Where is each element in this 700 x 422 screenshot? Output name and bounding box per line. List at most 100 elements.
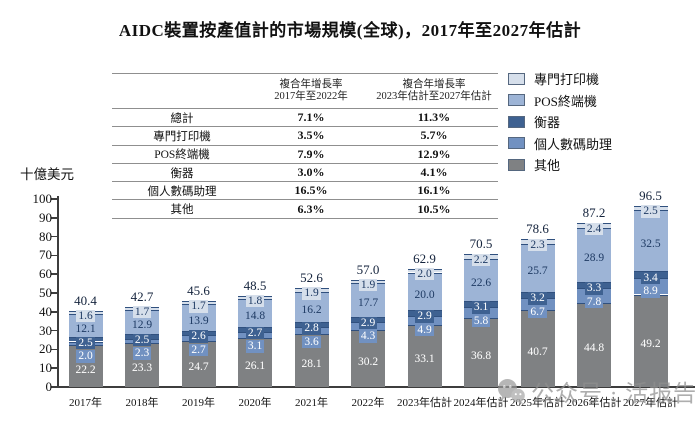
y-tick (51, 217, 57, 219)
cagr-table-row: 個人數碼助理 16.5% 16.1% (112, 182, 498, 201)
bar-segment (407, 272, 442, 311)
legend-item: 個人數碼助理 (508, 136, 613, 152)
cagr-table-row: 其他 6.3% 10.5% (112, 200, 498, 219)
bar-segment (633, 271, 668, 278)
y-tick (51, 311, 57, 313)
bar-segment (68, 336, 103, 342)
bar-segment (294, 291, 329, 323)
bar-segment (68, 345, 103, 387)
bar-segment (181, 304, 216, 331)
cagr-table-header: 複合年增長率 2017年至2022年 複合年增長率 2023年估計至2027年估… (112, 73, 498, 109)
y-axis-line (57, 196, 59, 387)
bar-segment (125, 306, 159, 310)
cagr-value-period1: 7.1% (297, 110, 325, 125)
y-tick-label: 40 (39, 303, 52, 319)
cagr-header-period1: 複合年增長率 2017年至2022年 (274, 79, 348, 102)
bar-segment (520, 243, 555, 292)
bar-segment (464, 254, 498, 259)
legend-swatch (508, 158, 525, 171)
x-axis-label: 2022年 (351, 397, 385, 409)
cagr-row-label: 個人數碼助理 (147, 185, 217, 198)
bar-total-label: 62.9 (413, 250, 436, 266)
x-axis-label: 2027年估計 (623, 397, 678, 409)
bar-segment (351, 283, 385, 317)
cagr-row-label: 專門打印機 (153, 130, 211, 143)
bar-segment (407, 310, 442, 316)
chart-legend: 專門打印機 POS終端機 衡器個人數碼助理 其他 (508, 72, 613, 173)
legend-item: 其他 (508, 158, 612, 173)
y-tick-label: 60 (39, 266, 52, 282)
bar-segment (633, 210, 668, 272)
legend-item: 專門打印機 (508, 72, 612, 87)
bar-segment (238, 299, 272, 328)
bar-segment (181, 330, 216, 336)
bar-segment (294, 288, 329, 292)
bar-segment (351, 330, 385, 387)
legend-label: 專門打印機 (534, 72, 600, 87)
cagr-table-row: 衡器 3.0% 4.1% (112, 164, 498, 183)
x-axis-label: 2024年估計 (453, 397, 509, 409)
bar-segment (351, 322, 385, 331)
bar-segment (407, 324, 442, 387)
legend-label: POS終端機 (534, 93, 597, 109)
y-tick (51, 273, 57, 275)
bar-segment (520, 291, 555, 298)
x-axis-label: 2026年估計 (566, 397, 622, 409)
bar-segment (125, 338, 159, 344)
bar-total-label: 70.5 (469, 236, 493, 252)
cagr-table-row: POS終端機 7.9% 12.9% (112, 146, 498, 164)
legend-swatch (508, 115, 525, 128)
y-tick-label: 80 (39, 228, 52, 244)
bar-segment (238, 332, 272, 338)
bar-segment (520, 310, 555, 387)
bar-segment (238, 295, 272, 300)
legend-label: 衡器 (534, 115, 561, 130)
y-tick-label: 90 (39, 209, 52, 225)
bar-total-label: 52.6 (300, 270, 323, 286)
bar-segment (577, 223, 611, 228)
cagr-value-period1: 7.9% (297, 146, 325, 161)
bar-segment (125, 309, 159, 335)
cagr-table-row: 專門打印機 3.5% 5.7% (112, 127, 498, 146)
bar-segment (125, 343, 159, 387)
x-axis-label: 2023年估計 (397, 397, 452, 409)
y-tick-label: 70 (39, 247, 52, 263)
bar-segment (181, 335, 216, 341)
bar-segment (68, 314, 103, 337)
bar-segment (351, 316, 385, 323)
bar-segment (464, 301, 498, 307)
bar-segment (125, 334, 159, 339)
bar-segment (464, 306, 498, 318)
x-axis-label: 2020年 (238, 397, 272, 409)
cagr-value-period2: 12.9% (417, 146, 451, 161)
bar-total-label: 48.5 (243, 277, 267, 293)
bar-segment (294, 322, 329, 328)
legend-label: 個人數碼助理 (534, 136, 613, 152)
bar-segment (351, 279, 385, 284)
legend-swatch (508, 72, 525, 85)
cagr-value-period2: 10.5% (417, 201, 451, 216)
cagr-value-period2: 4.1% (420, 165, 448, 180)
bar-segment (68, 311, 103, 315)
y-tick (51, 235, 57, 238)
bar-segment (633, 277, 668, 295)
y-axis-unit-label: 十億美元 (20, 167, 74, 182)
bar-segment (577, 227, 611, 282)
bar-segment (520, 297, 555, 311)
y-tick-label: 20 (39, 341, 52, 357)
y-tick (51, 367, 57, 369)
bar-total-label: 57.0 (356, 261, 380, 277)
bar-segment (577, 288, 611, 303)
bar-total-label: 87.2 (582, 205, 606, 221)
x-axis-label: 2019年 (182, 397, 215, 409)
legend-label: 其他 (534, 158, 561, 173)
cagr-value-period1: 16.5% (294, 183, 328, 198)
bar-segment (577, 281, 611, 289)
bar-total-label: 42.7 (130, 288, 154, 304)
y-tick-label: 100 (32, 191, 53, 206)
legend-item: POS終端機 (508, 93, 612, 109)
y-tick (51, 292, 57, 294)
bar-total-label: 45.6 (187, 283, 210, 299)
legend-swatch (508, 137, 525, 149)
